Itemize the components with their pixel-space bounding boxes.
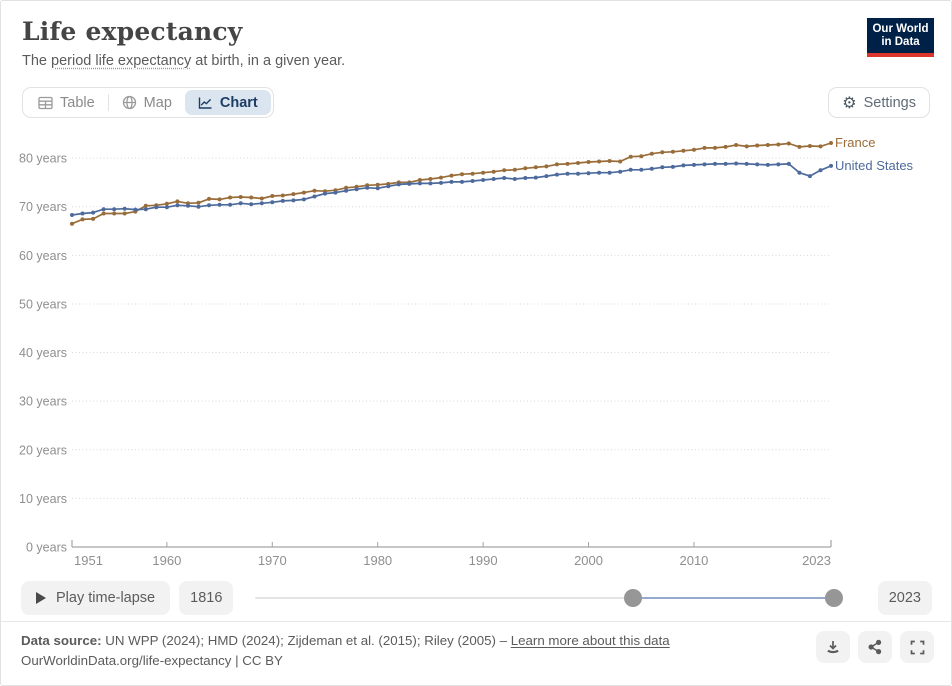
view-tabbar: Table Map Chart <box>22 87 274 118</box>
svg-text:1960: 1960 <box>152 553 181 568</box>
timeline-end-year[interactable]: 2023 <box>877 581 932 615</box>
svg-text:60 years: 60 years <box>19 249 67 263</box>
fullscreen-button[interactable] <box>900 631 934 663</box>
download-button[interactable] <box>816 631 850 663</box>
share-icon <box>868 639 882 655</box>
svg-text:1990: 1990 <box>469 553 498 568</box>
tab-chart-label: Chart <box>219 94 258 111</box>
svg-text:1951: 1951 <box>74 553 103 568</box>
tab-map[interactable]: Map <box>109 90 185 115</box>
owid-logo-line1: Our World <box>872 23 929 35</box>
slider-track[interactable] <box>255 597 834 599</box>
svg-text:1970: 1970 <box>258 553 287 568</box>
series-line-united-states <box>71 162 832 216</box>
tab-table-label: Table <box>60 94 95 111</box>
settings-label: Settings <box>863 94 916 111</box>
subtitle-prefix: The <box>22 53 52 69</box>
data-source-text: UN WPP (2024); HMD (2024); Zijdeman et a… <box>101 633 511 648</box>
subtitle-suffix: at birth, in a given year. <box>191 53 346 69</box>
timeline-controls: Play time-lapse 1816 2023 <box>21 581 932 615</box>
data-source-line: Data source: UN WPP (2024); HMD (2024); … <box>21 631 934 650</box>
svg-text:20 years: 20 years <box>19 443 67 457</box>
data-source-label: Data source: <box>21 633 102 648</box>
owid-logo-line2: in Data <box>881 36 920 48</box>
citation-line: OurWorldinData.org/life-expectancy | CC … <box>21 653 283 668</box>
svg-text:10 years: 10 years <box>19 492 67 506</box>
owid-logo[interactable]: Our World in Data <box>867 18 934 57</box>
tab-divider <box>107 94 109 111</box>
play-label: Play time-lapse <box>56 590 156 606</box>
series-label-france[interactable]: France <box>835 135 875 150</box>
tab-map-label: Map <box>143 94 172 111</box>
slider-handle-start[interactable] <box>623 589 642 607</box>
svg-text:1980: 1980 <box>363 553 392 568</box>
share-button[interactable] <box>858 631 892 663</box>
play-timelapse-button[interactable]: Play time-lapse <box>21 581 171 615</box>
svg-text:70 years: 70 years <box>19 200 67 214</box>
chart-footer: Data source: UN WPP (2024); HMD (2024); … <box>1 621 951 685</box>
svg-text:50 years: 50 years <box>19 297 67 311</box>
footer-actions <box>816 631 934 663</box>
page-title: Life expectancy <box>22 17 243 46</box>
svg-text:80 years: 80 years <box>19 152 67 166</box>
gear-icon: ⚙ <box>842 92 857 112</box>
download-icon <box>827 641 839 654</box>
tab-table[interactable]: Table <box>25 90 108 115</box>
svg-text:2023: 2023 <box>802 553 831 568</box>
svg-text:2010: 2010 <box>679 553 708 568</box>
table-icon <box>38 96 53 109</box>
timeline-slider[interactable] <box>255 581 843 615</box>
timeline-start-year[interactable]: 1816 <box>179 581 234 615</box>
tab-chart[interactable]: Chart <box>184 90 271 115</box>
series-label-united-states[interactable]: United States <box>835 158 914 173</box>
svg-text:0 years: 0 years <box>26 541 67 555</box>
fullscreen-icon <box>910 640 924 654</box>
settings-button[interactable]: ⚙ Settings <box>828 87 930 118</box>
play-icon <box>36 592 46 604</box>
learn-more-link[interactable]: Learn more about this data <box>510 633 670 648</box>
globe-icon <box>122 95 136 110</box>
svg-text:2000: 2000 <box>574 553 603 568</box>
svg-text:30 years: 30 years <box>19 395 67 409</box>
chart-subtitle: The period life expectancy at birth, in … <box>22 53 345 69</box>
slider-handle-end[interactable] <box>824 589 843 607</box>
slider-active-range[interactable] <box>632 597 834 599</box>
svg-text:40 years: 40 years <box>19 346 67 360</box>
subtitle-term-link[interactable]: period life expectancy <box>51 53 192 69</box>
line-chart-icon <box>198 97 212 109</box>
